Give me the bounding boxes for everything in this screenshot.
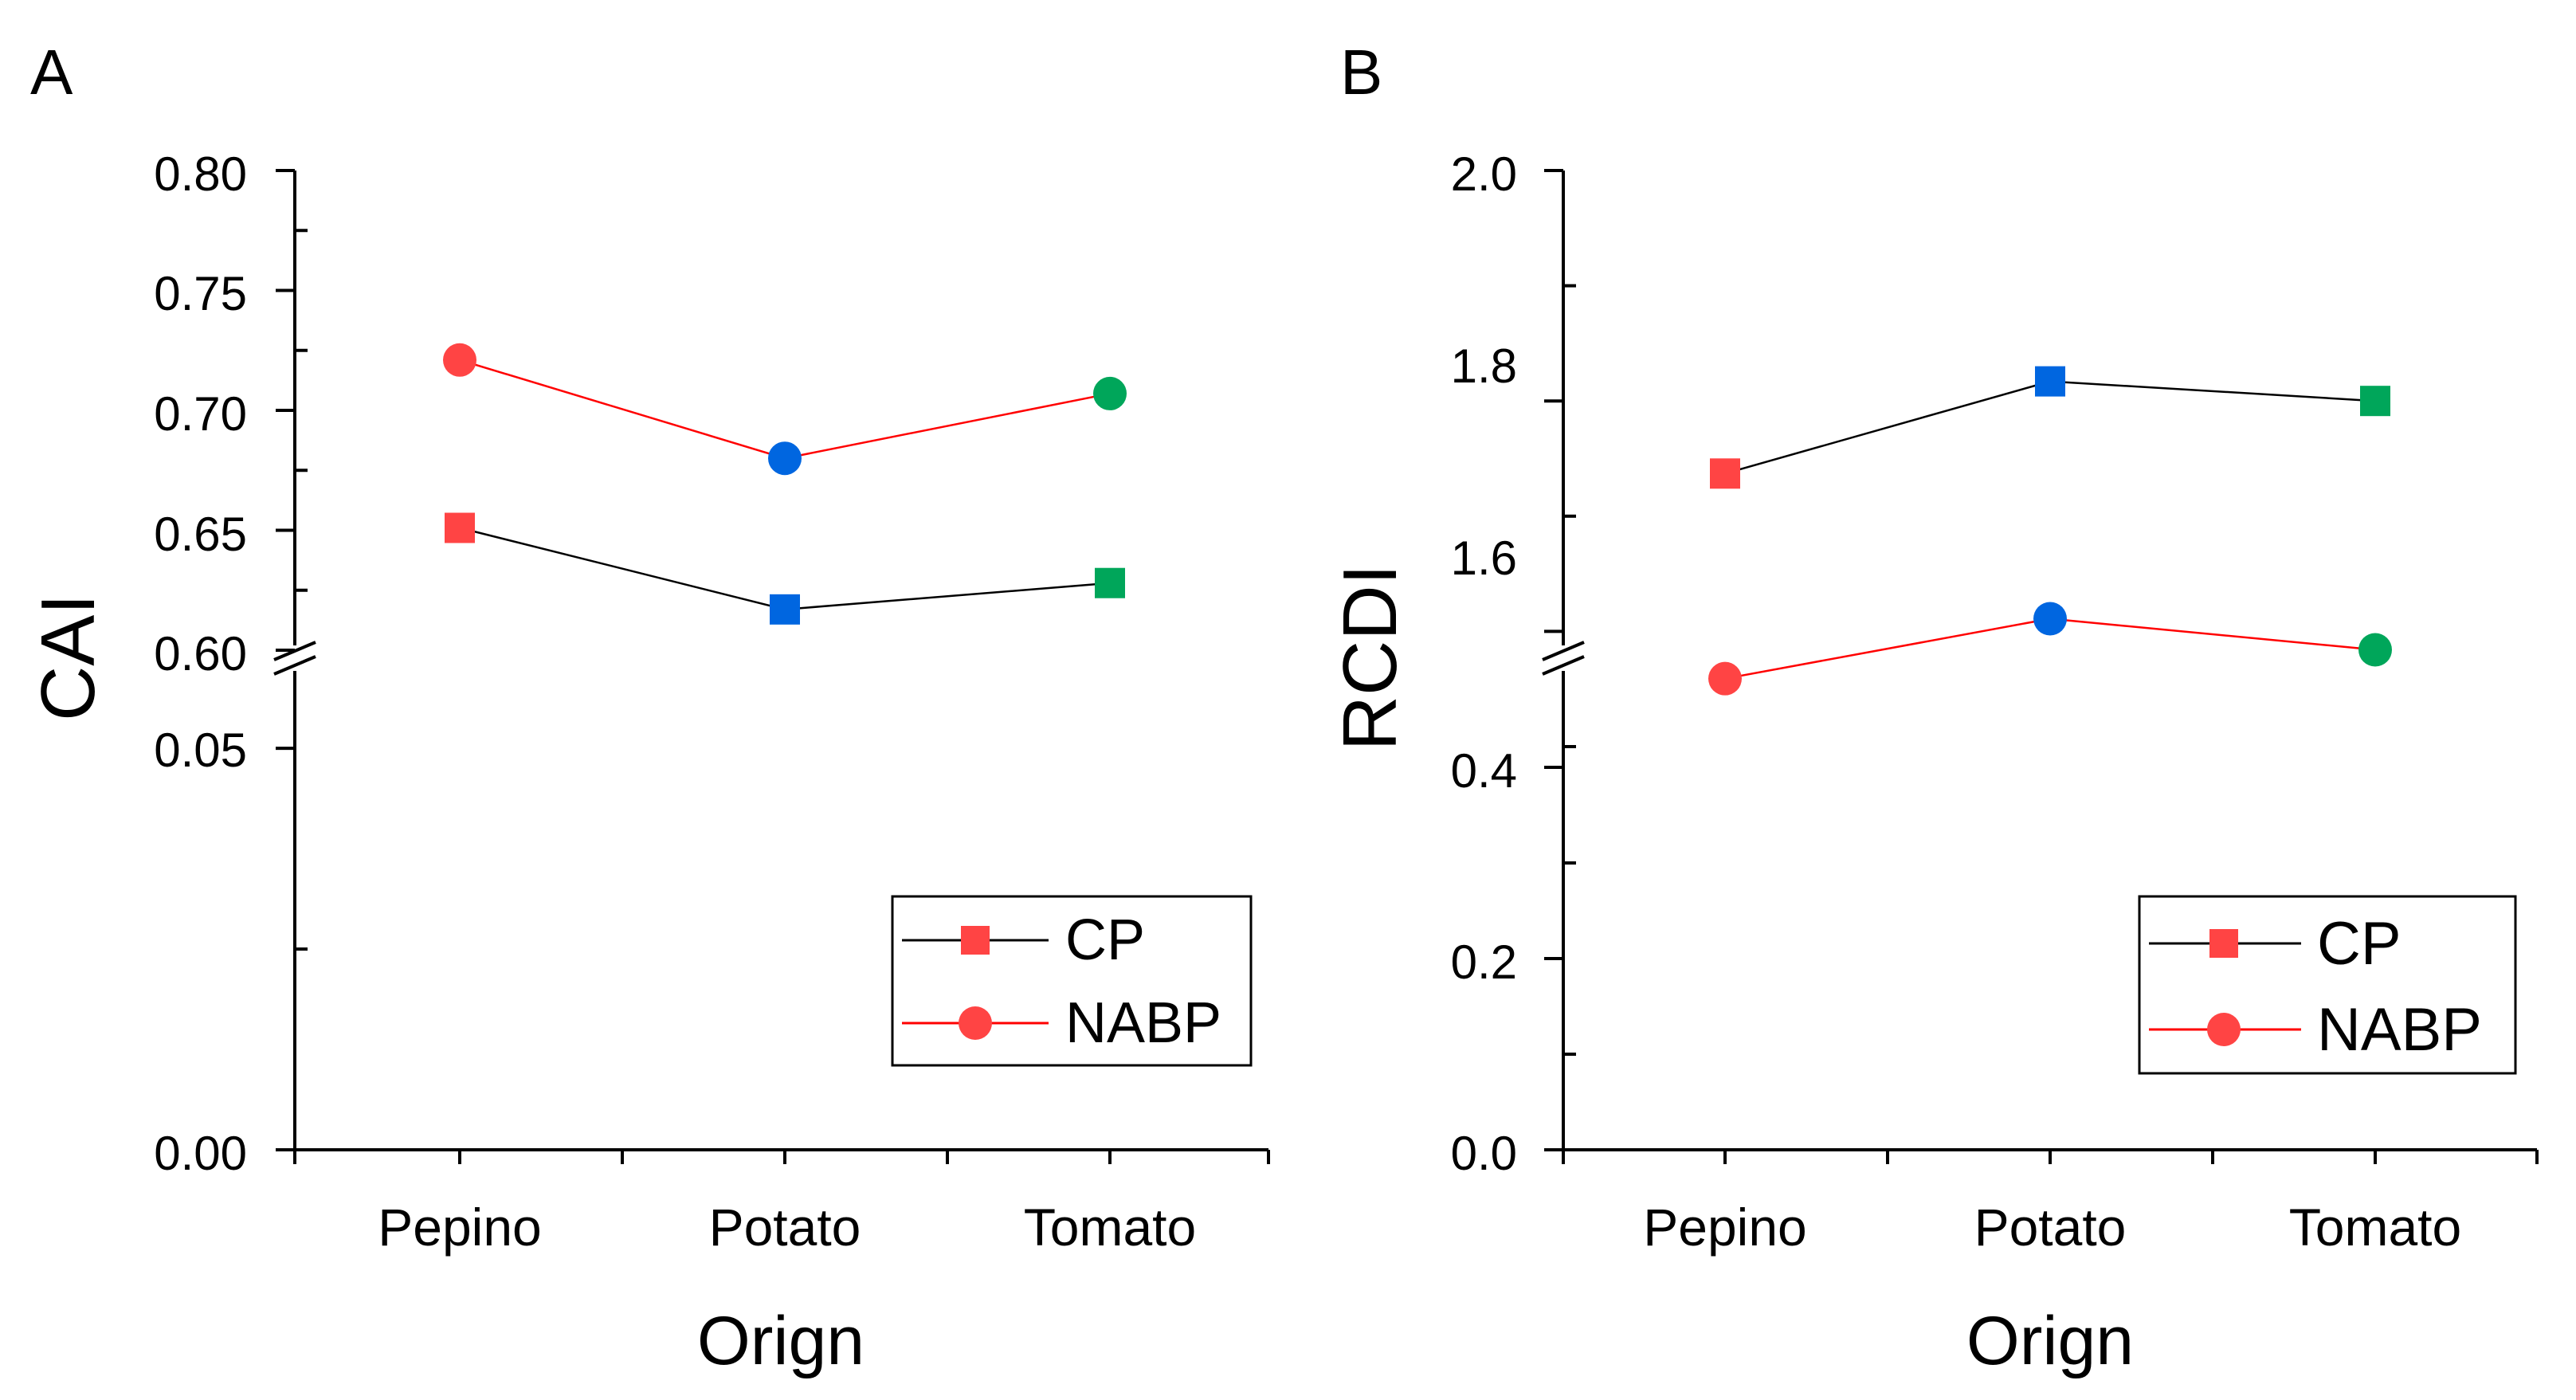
y-tick-label: 0.60 [154, 627, 247, 680]
axis-break-mark [273, 655, 316, 676]
x-tick-labels: Pepino Potato Tomato [378, 1198, 1196, 1257]
chart-panel-a: A CAI Orign 0.00 0.05 0.60 0.65 0.70 0.7… [25, 37, 1270, 1379]
y-tick-label: 0.4 [1451, 744, 1517, 798]
y-tick-labels: 0.00 0.05 0.60 0.65 0.70 0.75 0.80 [154, 147, 247, 1180]
legend-box [891, 895, 1253, 1067]
axes [1542, 169, 2539, 1164]
panel-label: A [30, 37, 73, 108]
legend-label: NABP [1065, 991, 1221, 1055]
legend-label: NABP [2317, 996, 2482, 1064]
y-tick-label: 0.75 [154, 267, 247, 320]
legend: CP NABP [891, 895, 1253, 1067]
y-axis-title: CAI [25, 594, 111, 721]
y-tick-labels: 0.0 0.2 0.4 1.6 1.8 2.0 [1451, 147, 1517, 1180]
y-tick-label: 1.8 [1451, 339, 1517, 393]
legend-item-cp: CP [902, 908, 1145, 972]
y-tick-label: 0.65 [154, 508, 247, 561]
data-point-square [1095, 567, 1125, 598]
plot-area [443, 343, 1127, 625]
y-tick-label: 0.80 [154, 147, 247, 201]
data-point-square [2360, 386, 2390, 417]
x-tick-label: Tomato [2289, 1198, 2461, 1257]
panel-label: B [1340, 37, 1382, 108]
y-tick-label: 0.05 [154, 724, 247, 777]
data-point-circle [2033, 602, 2067, 636]
data-point-circle [1093, 376, 1127, 410]
legend-item-nabp: NABP [902, 991, 1221, 1055]
data-point-square [770, 594, 800, 625]
x-tick-label: Pepino [1643, 1198, 1807, 1257]
legend-box [2138, 895, 2517, 1075]
x-tick-labels: Pepino Potato Tomato [1643, 1198, 2461, 1257]
axis-break-mark [1542, 655, 1585, 676]
data-point-circle [1708, 661, 1742, 696]
y-tick-label: 0.70 [154, 387, 247, 441]
legend-square-marker [2209, 929, 2238, 958]
x-tick-label: Tomato [1024, 1198, 1196, 1257]
legend-square-marker [961, 926, 990, 955]
x-tick-label: Potato [709, 1198, 861, 1257]
y-tick-label: 2.0 [1451, 147, 1517, 201]
legend-circle-marker [2207, 1013, 2241, 1046]
data-point-circle [2358, 633, 2392, 667]
data-point-square [2035, 366, 2065, 397]
y-axis-title: RCDI [1327, 564, 1413, 751]
y-tick-label: 0.2 [1451, 935, 1517, 989]
axes [273, 169, 1270, 1164]
axis-break-mark [1542, 641, 1585, 661]
chart-panel-b: B RCDI Orign 0.0 0.2 0.4 1.6 1.8 2.0 Pep… [1327, 37, 2539, 1379]
plot-area [1708, 366, 2392, 696]
data-point-circle [768, 441, 802, 476]
x-tick-label: Potato [1974, 1198, 2127, 1257]
x-axis-title: Orign [1966, 1303, 2134, 1379]
legend: CP NABP [2138, 895, 2517, 1075]
legend-item-cp: CP [2149, 910, 2402, 978]
legend-item-nabp: NABP [2149, 996, 2482, 1064]
legend-label: CP [2317, 910, 2402, 978]
y-tick-label: 0.00 [154, 1127, 247, 1180]
data-point-square [1710, 458, 1740, 489]
legend-circle-marker [959, 1006, 992, 1040]
x-tick-label: Pepino [378, 1198, 542, 1257]
y-tick-label: 1.6 [1451, 531, 1517, 585]
legend-label: CP [1065, 908, 1145, 972]
data-point-circle [443, 343, 476, 377]
x-axis-title: Orign [697, 1303, 865, 1379]
y-tick-label: 0.0 [1451, 1127, 1517, 1180]
data-point-square [445, 512, 475, 543]
